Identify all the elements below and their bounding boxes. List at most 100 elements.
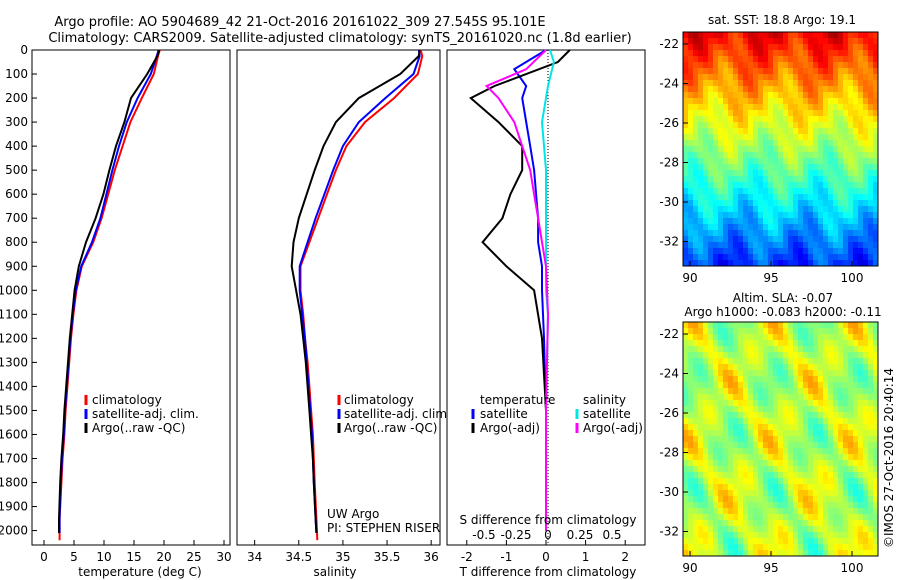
map-cell bbox=[753, 92, 759, 99]
map-cell bbox=[683, 92, 689, 99]
map-cell bbox=[783, 128, 789, 135]
map-cell bbox=[753, 134, 759, 141]
map-cell bbox=[848, 38, 854, 45]
map-cell bbox=[868, 322, 874, 329]
map-cell bbox=[818, 484, 824, 491]
map-cell bbox=[828, 152, 834, 159]
map-cell bbox=[828, 116, 834, 123]
map-cell bbox=[748, 394, 754, 401]
map-cell bbox=[813, 254, 819, 261]
y-tick-label: 1500 bbox=[0, 403, 28, 417]
map-cell bbox=[688, 430, 694, 437]
map-cell bbox=[723, 400, 729, 407]
map-cell bbox=[838, 50, 844, 57]
map-cell bbox=[803, 212, 809, 219]
map-cell bbox=[758, 508, 764, 515]
map-cell bbox=[793, 472, 799, 479]
map-cell bbox=[703, 32, 709, 39]
map-cell bbox=[863, 382, 869, 389]
map-cell bbox=[793, 98, 799, 105]
map-cell bbox=[828, 74, 834, 81]
map-cell bbox=[738, 478, 744, 485]
map-cell bbox=[728, 92, 734, 99]
map-cell bbox=[793, 194, 799, 201]
map-cell bbox=[728, 140, 734, 147]
map-cell bbox=[858, 134, 864, 141]
map-cell bbox=[868, 176, 874, 183]
map-cell bbox=[728, 466, 734, 473]
map-cell bbox=[718, 128, 724, 135]
map-cell bbox=[833, 206, 839, 213]
map-cell bbox=[683, 104, 689, 111]
map-cell bbox=[803, 334, 809, 341]
map-cell bbox=[723, 442, 729, 449]
map-cell bbox=[828, 352, 834, 359]
map-cell bbox=[818, 352, 824, 359]
map-cell bbox=[743, 242, 749, 249]
map-cell bbox=[698, 514, 704, 521]
map-cell bbox=[828, 484, 834, 491]
map-cell bbox=[723, 116, 729, 123]
map-cell bbox=[698, 260, 704, 267]
map-cell bbox=[798, 164, 804, 171]
map-cell bbox=[723, 460, 729, 467]
map-cell bbox=[778, 334, 784, 341]
map-cell bbox=[763, 74, 769, 81]
map-cell bbox=[783, 146, 789, 153]
map-cell bbox=[703, 134, 709, 141]
map-cell bbox=[728, 502, 734, 509]
map-cell bbox=[818, 364, 824, 371]
map-cell bbox=[868, 80, 874, 87]
map-cell bbox=[778, 74, 784, 81]
map-cell bbox=[683, 218, 689, 225]
map-cell bbox=[768, 206, 774, 213]
map-cell bbox=[848, 158, 854, 165]
map-cell bbox=[808, 346, 814, 353]
map-cell bbox=[823, 74, 829, 81]
map-cell bbox=[763, 400, 769, 407]
map-cell bbox=[758, 86, 764, 93]
map-cell bbox=[863, 68, 869, 75]
map-cell bbox=[858, 514, 864, 521]
map-cell bbox=[728, 460, 734, 467]
map-cell bbox=[848, 230, 854, 237]
map-cell bbox=[698, 170, 704, 177]
map-cell bbox=[798, 346, 804, 353]
map-cell bbox=[683, 454, 689, 461]
map-cell bbox=[788, 212, 794, 219]
map-cell bbox=[713, 322, 719, 329]
map-cell bbox=[693, 260, 699, 267]
map-cell bbox=[828, 122, 834, 129]
map-cell bbox=[733, 508, 739, 515]
map-cell bbox=[688, 322, 694, 329]
map-cell bbox=[723, 508, 729, 515]
map-cell bbox=[713, 32, 719, 39]
map-cell bbox=[798, 68, 804, 75]
map-cell bbox=[833, 140, 839, 147]
map-cell bbox=[868, 520, 874, 527]
map-cell bbox=[813, 430, 819, 437]
map-cell bbox=[718, 466, 724, 473]
map-cell bbox=[863, 322, 869, 329]
map-cell bbox=[833, 128, 839, 135]
map-cell bbox=[733, 218, 739, 225]
map-cell bbox=[708, 104, 714, 111]
map-cell bbox=[873, 442, 879, 449]
map-cell bbox=[803, 460, 809, 467]
map-cell bbox=[828, 110, 834, 117]
map-cell bbox=[748, 182, 754, 189]
map-cell bbox=[708, 236, 714, 243]
map-cell bbox=[868, 146, 874, 153]
map-cell bbox=[733, 532, 739, 539]
map-cell bbox=[868, 376, 874, 383]
map-cell bbox=[693, 254, 699, 261]
map-cell bbox=[768, 406, 774, 413]
map-cell bbox=[718, 116, 724, 123]
map-cell bbox=[688, 358, 694, 365]
map-cell bbox=[853, 436, 859, 443]
map-cell bbox=[803, 50, 809, 57]
map-cell bbox=[718, 236, 724, 243]
map-cell bbox=[738, 490, 744, 497]
map-cell bbox=[858, 376, 864, 383]
map-cell bbox=[828, 140, 834, 147]
